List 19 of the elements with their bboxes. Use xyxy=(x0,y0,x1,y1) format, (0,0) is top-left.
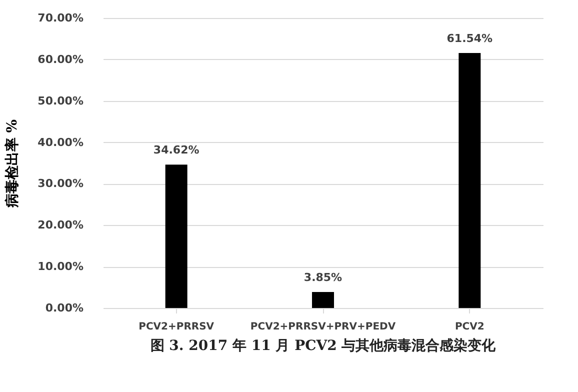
x-tick-label: PCV2+PRRSV xyxy=(138,322,214,332)
x-tick-label: PCV2+PRRSV+PRV+PEDV xyxy=(250,322,396,332)
data-label: 61.54% xyxy=(446,32,493,46)
y-tick-label: 30.00% xyxy=(38,177,84,190)
bar xyxy=(165,164,188,308)
data-label: 34.62% xyxy=(153,144,200,157)
data-label: 3.85% xyxy=(304,271,342,284)
y-tick-label: 20.00% xyxy=(38,218,84,232)
caption: 图 3. 2017 年 11 月 PCV2 与其他病毒混合感染变化 xyxy=(150,337,497,354)
y-tick-label: 60.00% xyxy=(38,52,84,66)
x-tick-label: PCV2 xyxy=(454,322,484,332)
bar xyxy=(458,53,481,308)
y-tick-label: 50.00% xyxy=(38,94,84,108)
bar xyxy=(312,292,334,308)
y-tick-label: 0.00% xyxy=(45,302,84,314)
y-tick-label: 10.00% xyxy=(38,260,84,274)
y-tick-label: 40.00% xyxy=(38,136,84,149)
y-axis-title: 病毒检出率 % xyxy=(4,119,21,209)
y-tick-label: 70.00% xyxy=(38,12,84,24)
